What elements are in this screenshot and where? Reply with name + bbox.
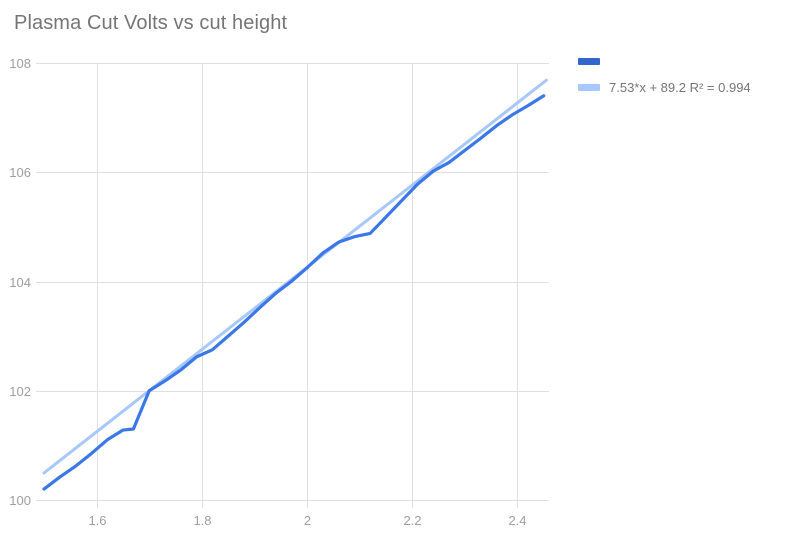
y-axis-tick-label: 102 bbox=[9, 384, 31, 399]
legend-item[interactable] bbox=[578, 48, 783, 74]
y-axis-tick-label: 104 bbox=[9, 275, 31, 290]
x-axis-tick-label: 2.2 bbox=[403, 513, 421, 528]
data-series-path bbox=[42, 94, 546, 491]
legend-item-label: 7.53*x + 89.2 R² = 0.994 bbox=[609, 79, 751, 95]
y-axis-tick-label: 106 bbox=[9, 165, 31, 180]
chart-legend[interactable]: 7.53*x + 89.2 R² = 0.994 bbox=[578, 48, 783, 100]
gridlines bbox=[36, 63, 549, 501]
legend-swatch-icon bbox=[578, 83, 600, 91]
tick-marks bbox=[36, 63, 518, 508]
legend-item[interactable]: 7.53*x + 89.2 R² = 0.994 bbox=[578, 74, 783, 100]
legend-swatch-icon bbox=[578, 57, 600, 65]
x-axis-tick-label: 1.8 bbox=[193, 513, 211, 528]
axis-labels: 100 102 104 106 108 1.6 1.8 2 2.2 2.4 bbox=[9, 56, 526, 528]
x-axis-tick-label: 2 bbox=[304, 513, 311, 528]
x-axis-tick-label: 2.4 bbox=[508, 513, 526, 528]
y-axis-tick-label: 100 bbox=[9, 493, 31, 508]
data-series bbox=[42, 78, 548, 491]
y-axis-tick-label: 108 bbox=[9, 56, 31, 71]
chart-title: Plasma Cut Volts vs cut height bbox=[14, 12, 288, 34]
x-axis-tick-label: 1.6 bbox=[88, 513, 106, 528]
